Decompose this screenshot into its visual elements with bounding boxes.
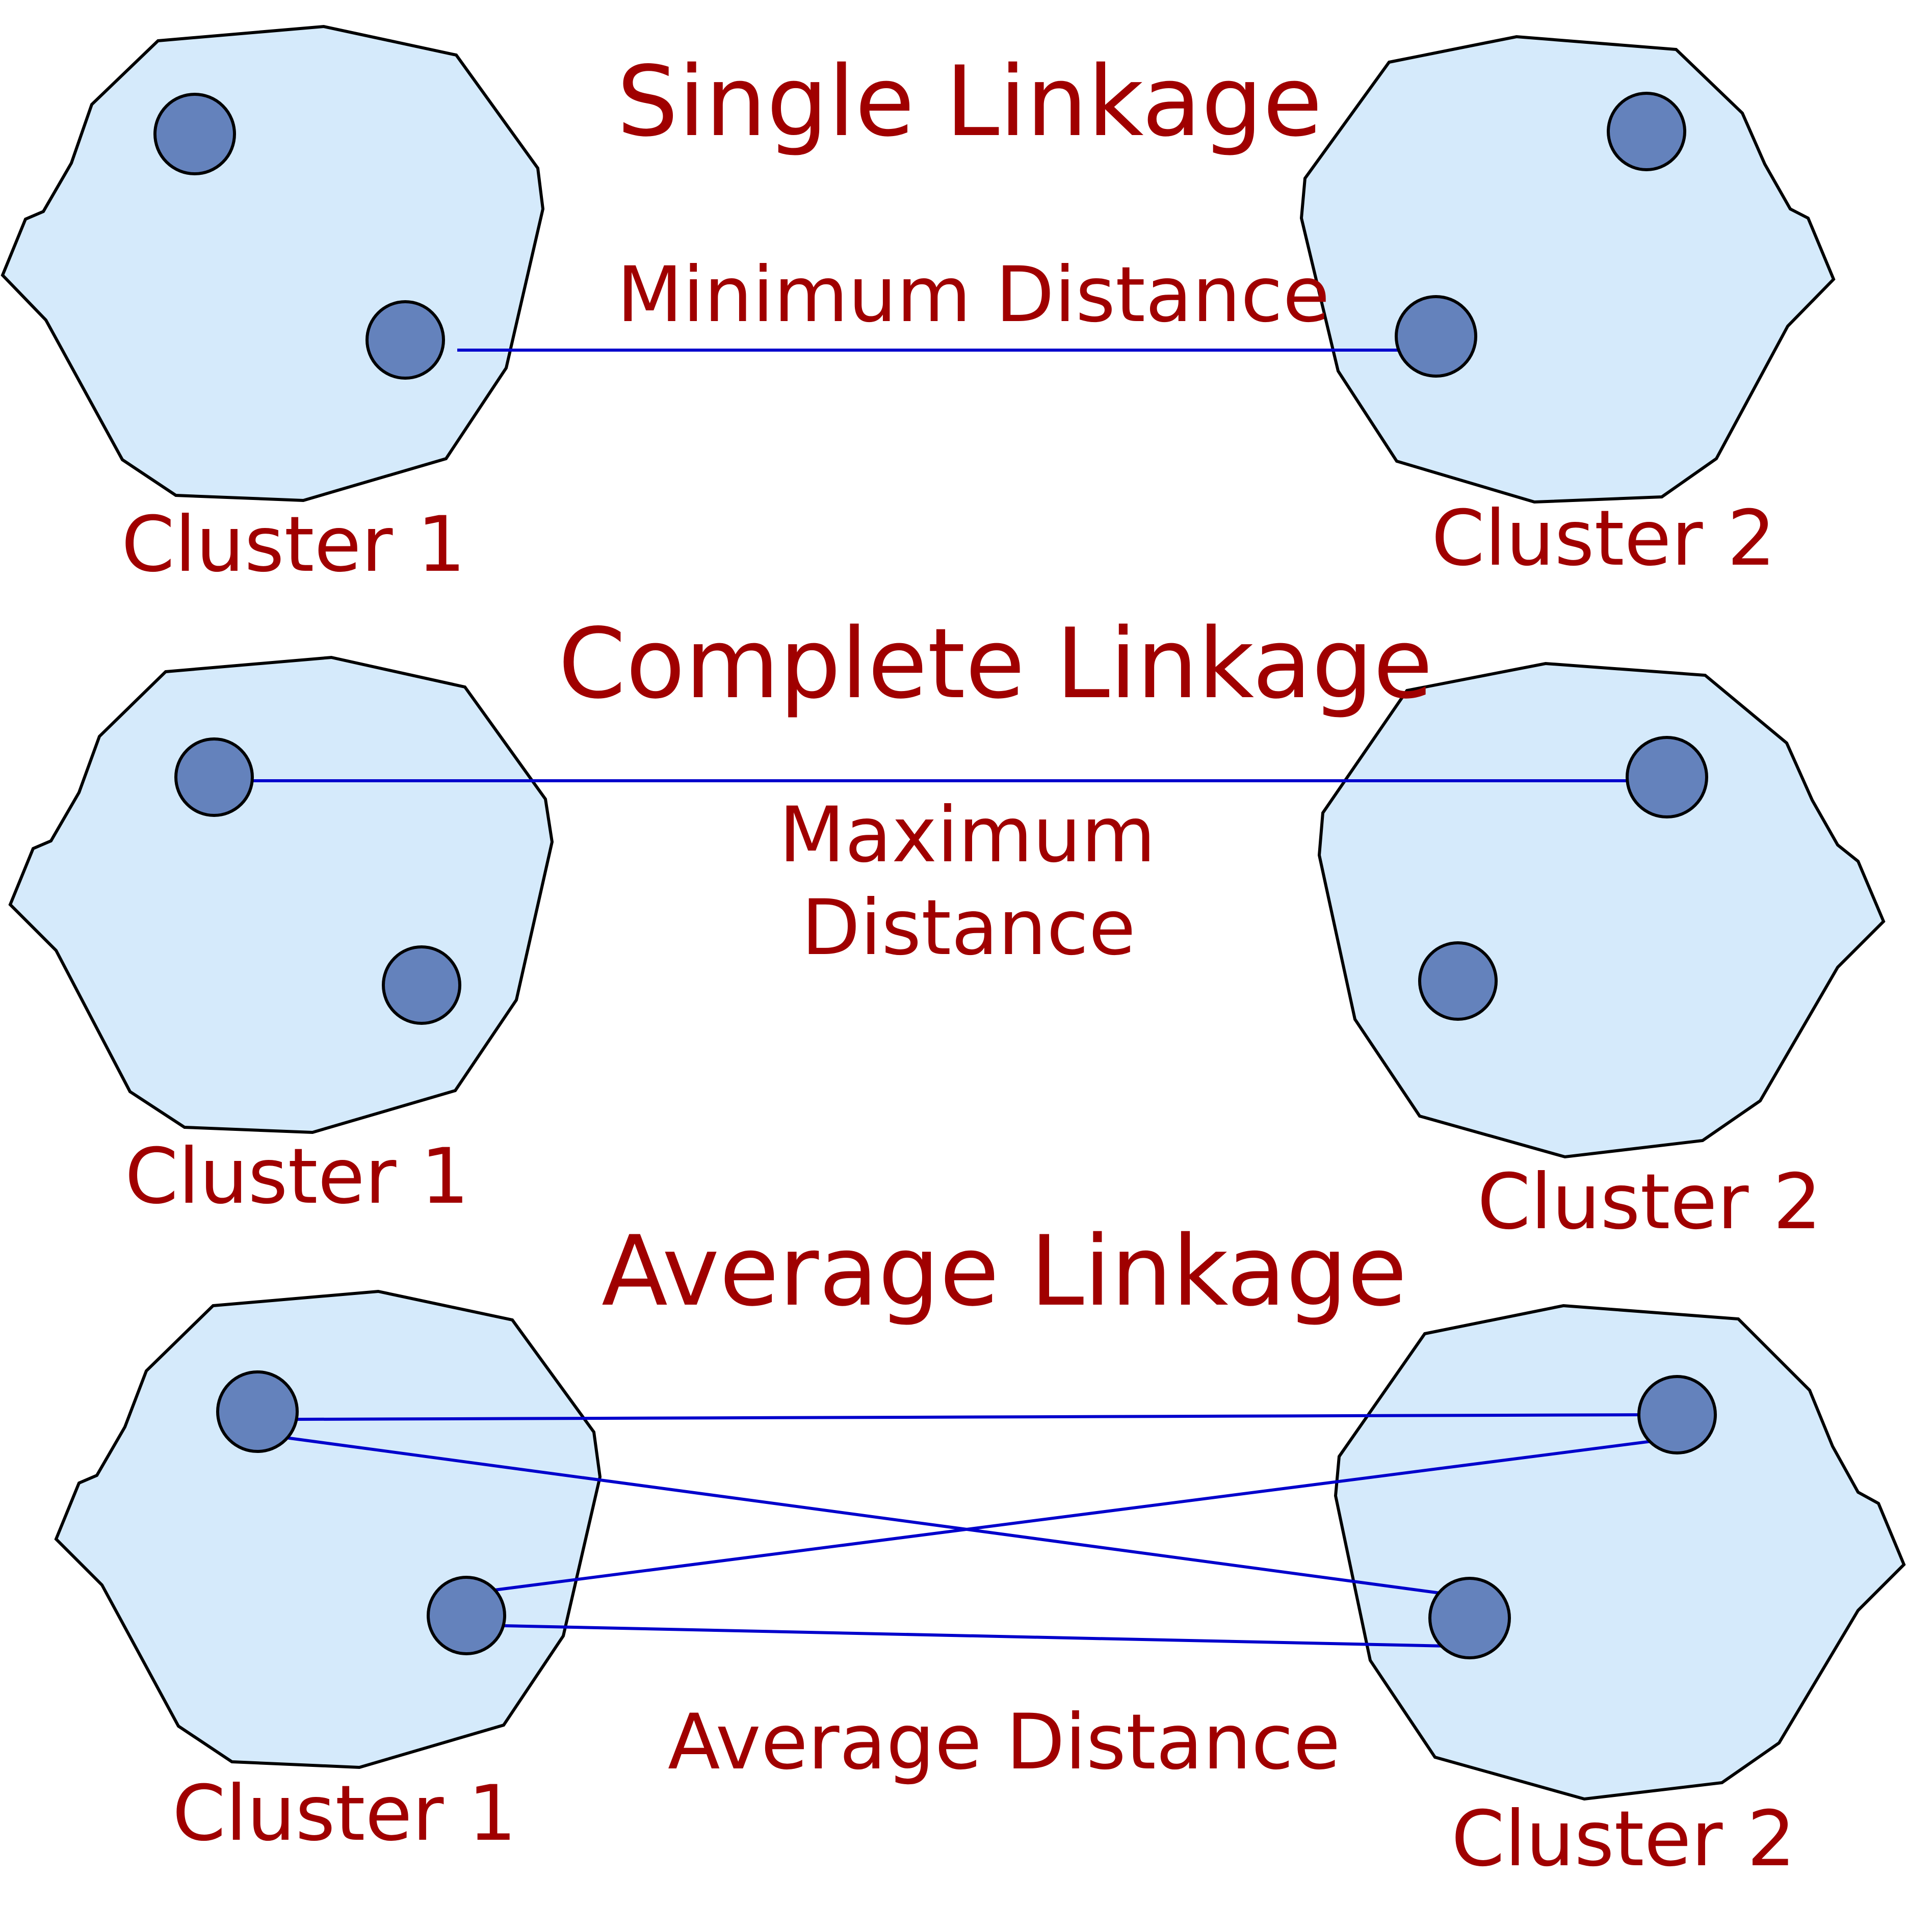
panel-complete-linkage: Complete Linkage Maximum Distance Cluste… <box>8 607 1886 1247</box>
cluster-1-point-a <box>174 737 254 817</box>
cluster-1-shape <box>8 655 554 1134</box>
cluster-1-label: Cluster 1 <box>172 1769 517 1858</box>
cluster-1-point-b <box>365 300 445 380</box>
average-distance-line-1 <box>295 1413 1651 1421</box>
cluster-1-point-a <box>216 1370 299 1453</box>
cluster-2-point-b <box>1395 295 1477 378</box>
complete-linkage-title: Complete Linkage <box>558 607 1433 720</box>
average-linkage-title: Average Linkage <box>602 1215 1407 1328</box>
average-distance-line-4 <box>503 1624 1448 1648</box>
cluster-1-label: Cluster 1 <box>121 500 466 589</box>
panel-average-linkage: Average Linkage Average Distance Cluster… <box>54 1215 1906 1884</box>
cluster-1-point-b <box>427 1576 506 1655</box>
cluster-2-shape <box>1317 661 1886 1159</box>
cluster-2-point-b <box>1418 941 1498 1021</box>
cluster-1-shape <box>1 24 545 502</box>
cluster-1-point-b <box>382 945 461 1025</box>
single-linkage-title: Single Linkage <box>617 45 1322 158</box>
cluster-2-label: Cluster 2 <box>1477 1158 1822 1247</box>
maximum-distance-label-line1: Maximum <box>779 791 1156 880</box>
panel-single-linkage: Single Linkage Minimum Distance Cluster … <box>1 24 1836 589</box>
cluster-1-label: Cluster 1 <box>125 1132 469 1221</box>
maximum-distance-label-line2: Distance <box>801 884 1136 972</box>
cluster-2-point-b <box>1428 1577 1511 1659</box>
average-distance-label: Average Distance <box>668 1698 1341 1787</box>
cluster-2-shape <box>1334 1304 1906 1801</box>
cluster-2-label: Cluster 2 <box>1451 1795 1796 1884</box>
cluster-2-point-a <box>1637 1375 1717 1454</box>
average-distance-line-3 <box>494 1437 1676 1592</box>
cluster-2-label: Cluster 2 <box>1431 494 1776 583</box>
cluster-2-shape <box>1299 35 1836 504</box>
cluster-2-point-a <box>1626 736 1708 818</box>
minimum-distance-label: Minimum Distance <box>617 251 1330 339</box>
cluster-1-point-a <box>153 93 236 175</box>
cluster-2-point-a <box>1607 92 1686 171</box>
cluster-1-shape <box>54 1289 602 1769</box>
average-distance-line-2 <box>281 1436 1448 1596</box>
